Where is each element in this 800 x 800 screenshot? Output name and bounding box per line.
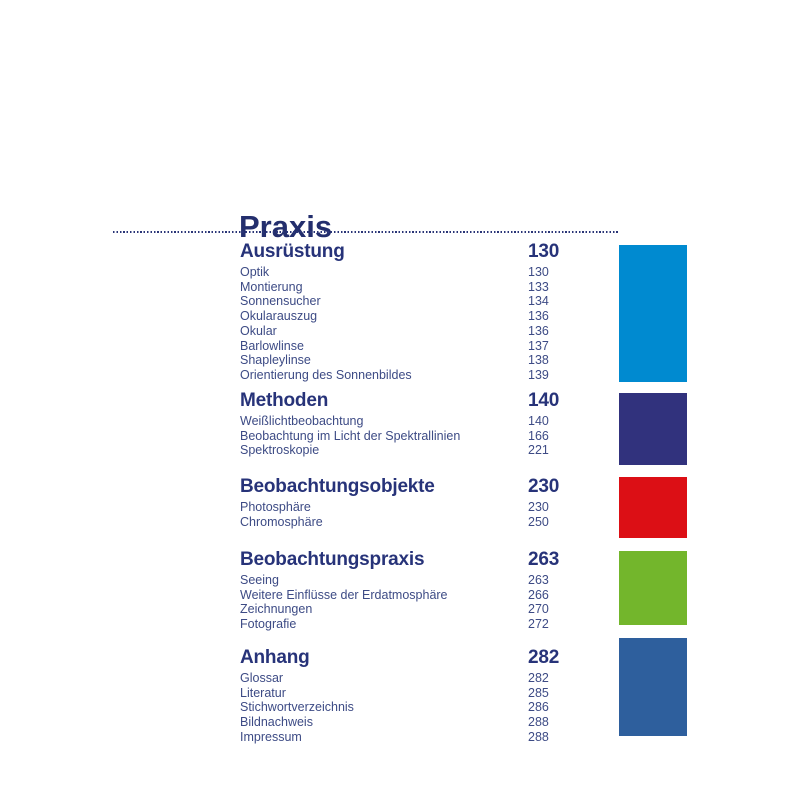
- toc-section-page-number: 130: [528, 241, 560, 262]
- toc-entry: Zeichnungen 270: [240, 602, 570, 617]
- toc-entry-page-number: 138: [528, 353, 549, 368]
- toc-entry-label: Literatur: [240, 685, 286, 700]
- toc-entry-label: Sonnensucher: [240, 294, 321, 309]
- toc-entry-page-number: 230: [528, 500, 549, 514]
- color-block-ausruestung: [619, 245, 687, 382]
- toc-entry-label: Weitere Einflüsse der Erdatmosphäre: [240, 587, 448, 602]
- toc-entry: Photosphäre 230: [240, 500, 570, 515]
- toc-entry: Barlowlinse 137: [240, 339, 570, 354]
- toc-entry-label: Okular: [240, 323, 277, 338]
- toc-entry-page-number: 266: [528, 587, 549, 602]
- toc-entry: Beobachtung im Licht der Spektrallinien …: [240, 429, 570, 444]
- toc-section-beobachtungspraxis: Beobachtungspraxis 263 Seeing 263 Weiter…: [240, 550, 570, 632]
- toc-entry-label: Stichwortverzeichnis: [240, 700, 354, 715]
- toc-entry-page-number: 250: [528, 514, 549, 529]
- toc-entry-label: Okularauszug: [240, 309, 318, 324]
- toc-section-title: Beobachtungsobjekte: [240, 476, 435, 497]
- toc-section-page-number: 230: [528, 476, 560, 497]
- page-title: Praxis: [239, 208, 333, 244]
- toc-entry-page-number: 263: [528, 573, 549, 587]
- toc-entry-page-number: 288: [528, 729, 549, 744]
- toc-entry-label: Montierung: [240, 279, 303, 294]
- toc-entry-page-number: 270: [528, 602, 549, 617]
- toc-section-beobachtungsobjekte: Beobachtungsobjekte 230 Photosphäre 230 …: [240, 477, 570, 529]
- toc-entry: Spektroskopie 221: [240, 443, 570, 458]
- toc-entry-page-number: 286: [528, 700, 549, 715]
- toc-entry: Seeing 263: [240, 573, 570, 588]
- toc-entry-page-number: 288: [528, 715, 549, 730]
- toc-entry-label: Chromosphäre: [240, 514, 323, 529]
- toc-section-title: Methoden: [240, 390, 329, 411]
- toc-entry-page-number: 221: [528, 443, 549, 458]
- toc-entry-page-number: 166: [528, 428, 549, 443]
- toc-entry-page-number: 140: [528, 414, 549, 428]
- toc-entry: Chromosphäre 250: [240, 515, 570, 530]
- toc-entry: Weitere Einflüsse der Erdatmosphäre 266: [240, 588, 570, 603]
- toc-entry: Okularauszug 136: [240, 309, 570, 324]
- toc-entry: Impressum 288: [240, 730, 570, 745]
- toc-entry: Okular 136: [240, 324, 570, 339]
- toc-entry-page-number: 136: [528, 323, 549, 338]
- toc-section-title: Anhang: [240, 647, 310, 668]
- toc-section-page-number: 282: [528, 647, 560, 668]
- toc-entry: Montierung 133: [240, 280, 570, 295]
- toc-entry-page-number: 134: [528, 294, 549, 309]
- toc-entry: Literatur 285: [240, 686, 570, 701]
- toc-section-methoden: Methoden 140 Weißlichtbeobachtung 140 Be…: [240, 391, 570, 458]
- toc-entry-label: Spektroskopie: [240, 443, 320, 458]
- toc-section-heading: Ausrüstung 130: [240, 242, 570, 262]
- toc-entry-label: Impressum: [240, 729, 302, 744]
- toc-entry: Shapleylinse 138: [240, 353, 570, 368]
- toc-section-page-number: 263: [528, 549, 560, 570]
- toc-entry-label: Optik: [240, 265, 270, 279]
- toc-section-page-number: 140: [528, 390, 560, 411]
- toc-section-anhang: Anhang 282 Glossar 282 Literatur 285 Sti…: [240, 648, 570, 745]
- toc-entry-page-number: 139: [528, 367, 549, 382]
- toc-entry-label: Glossar: [240, 671, 284, 685]
- toc-entry: Fotografie 272: [240, 617, 570, 632]
- toc-entry-page-number: 272: [528, 617, 549, 632]
- toc-entry-page-number: 133: [528, 279, 549, 294]
- toc-section-title: Ausrüstung: [240, 241, 345, 262]
- color-block-anhang: [619, 638, 687, 736]
- toc-section-heading: Beobachtungspraxis 263: [240, 550, 570, 570]
- toc-entry-label: Photosphäre: [240, 500, 311, 514]
- toc-entry-label: Shapleylinse: [240, 353, 311, 368]
- color-block-beobachtungspraxis: [619, 551, 687, 625]
- toc-entry: Optik 130: [240, 265, 570, 280]
- toc-entry: Stichwortverzeichnis 286: [240, 700, 570, 715]
- color-block-methoden: [619, 393, 687, 465]
- toc-entry-label: Bildnachweis: [240, 715, 313, 730]
- toc-entry: Glossar 282: [240, 671, 570, 686]
- toc-entry-page-number: 285: [528, 685, 549, 700]
- dotted-divider: [113, 231, 619, 233]
- toc-entry-page-number: 136: [528, 309, 549, 324]
- toc-entry-label: Orientierung des Sonnenbildes: [240, 367, 412, 382]
- toc-entry: Orientierung des Sonnenbildes 139: [240, 368, 570, 383]
- toc-entry: Weißlichtbeobachtung 140: [240, 414, 570, 429]
- toc-section-heading: Methoden 140: [240, 391, 570, 411]
- toc-section-title: Beobachtungspraxis: [240, 549, 425, 570]
- toc-entry: Sonnensucher 134: [240, 294, 570, 309]
- toc-section-heading: Beobachtungsobjekte 230: [240, 477, 570, 497]
- toc-entry-label: Fotografie: [240, 617, 297, 632]
- toc-entry-label: Beobachtung im Licht der Spektrallinien: [240, 428, 461, 443]
- toc-entry-label: Weißlichtbeobachtung: [240, 414, 364, 428]
- color-block-beobachtungsobjekte: [619, 477, 687, 538]
- toc-entry-page-number: 137: [528, 338, 549, 353]
- toc-entry-label: Zeichnungen: [240, 602, 313, 617]
- toc-entry-label: Seeing: [240, 573, 279, 587]
- toc-section-heading: Anhang 282: [240, 648, 570, 668]
- toc-entry: Bildnachweis 288: [240, 715, 570, 730]
- toc-entry-page-number: 282: [528, 671, 549, 685]
- toc-entry-page-number: 130: [528, 265, 549, 279]
- toc-section-ausruestung: Ausrüstung 130 Optik 130 Montierung 133 …: [240, 242, 570, 383]
- toc-entry-label: Barlowlinse: [240, 338, 304, 353]
